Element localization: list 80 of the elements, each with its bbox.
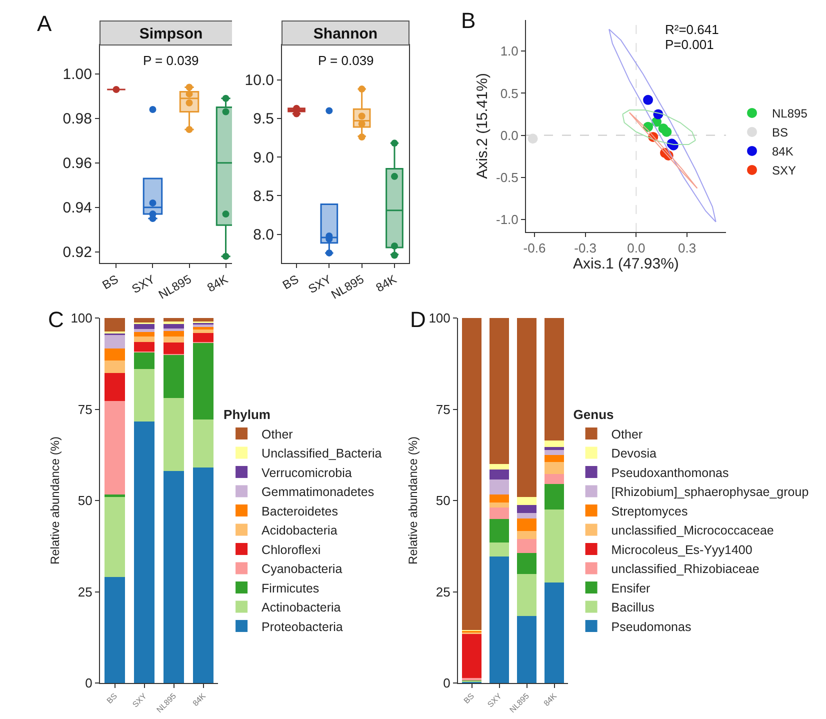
text: D [410,307,426,332]
y-tick-label: 0.0 [500,128,518,143]
legend-label: Streptomyces [611,504,688,518]
y-tick-label: 100 [428,310,450,326]
y-tick-label: 75 [78,402,92,417]
y-tick-label: 0.94 [62,200,92,217]
legend-label: Firmicutes [262,581,320,596]
x-axis-title: Axis.1 (47.93%) [573,256,679,273]
legend-label: Microcoleus_Es-Yyy1400 [611,542,752,557]
x-tick-label: -0.6 [523,240,546,256]
x-tick-label: BS [280,272,302,292]
x-tick-label: 0.0 [627,240,646,256]
y-tick-label: 0 [85,676,92,691]
y-axis-title: Relative abundance (%) [406,436,420,565]
legend-label: NL895 [772,106,808,121]
legend-label: Unclassified_Bacteria [262,446,382,461]
legend-label: Devosia [611,446,657,461]
legend-label: Proteobacteria [262,620,343,634]
y-tick-label: 8.0 [253,226,274,244]
legend-label: Verrucomicrobia [262,466,352,480]
text: C [48,307,64,332]
y-tick-label: 1.0 [500,44,518,59]
legend-label: Bacillus [611,600,654,615]
x-tick-label: 84K [191,691,208,708]
legend-label: Actinobacteria [262,600,341,615]
legend-title: Genus [573,406,614,422]
y-tick-label: 50 [436,493,450,508]
text: A [37,11,52,36]
chart-title: Simpson [139,25,203,42]
y-tick-label: 8.5 [253,188,274,205]
legend-label: Chloroflexi [262,542,321,557]
y-tick-label: -0.5 [496,170,518,185]
legend-label: Other [611,427,643,442]
annotation: R²=0.641 [665,22,719,37]
legend-label: BS [772,126,788,140]
y-tick-label: 10.0 [244,72,274,90]
y-tick-label: 9.0 [253,149,274,166]
y-axis-title: Axis.2 (15.41%) [474,73,492,179]
legend-label: Cyanobacteria [262,562,342,576]
legend-label: unclassified_Rhizobiaceae [611,562,760,576]
chart-title: Shannon [313,25,378,42]
x-tick-label: SXY [129,272,158,296]
legend-label: SXY [772,164,796,178]
x-tick-label: 84K [542,691,559,708]
annotation: P = 0.039 [318,53,374,68]
legend-label: Ensifer [611,581,650,596]
x-tick-label: -0.3 [574,240,597,256]
x-tick-label: 84K [373,272,399,295]
legend-label: Other [262,427,293,442]
y-tick-label: 100 [70,310,92,326]
y-tick-label: 75 [436,402,450,417]
x-tick-label: BS [100,272,121,292]
y-tick-label: -1.0 [496,212,518,227]
legend-label: Bacteroidetes [262,504,338,518]
legend-label: Acidobacteria [262,524,338,538]
legend-label: Pseudomonas [611,620,692,634]
y-tick-label: 0.92 [62,244,92,262]
y-tick-label: 0.98 [62,110,92,128]
x-tick-label: BS [105,691,119,706]
y-tick-label: 0.5 [500,86,518,101]
y-tick-label: 25 [78,584,92,600]
y-axis-title: Relative abundance (%) [48,436,62,565]
legend-label: 84K [772,144,794,159]
legend-label: Gemmatimonadetes [262,485,374,500]
annotation: P = 0.039 [143,53,199,68]
x-tick-label: BS [462,691,476,706]
annotation: P=0.001 [665,37,714,52]
legend-title: Phylum [224,406,271,422]
y-tick-label: 9.5 [253,110,274,128]
y-tick-label: 25 [436,584,450,600]
x-tick-label: 84K [204,272,230,295]
x-tick-label: 0.3 [678,240,696,256]
legend-label: unclassified_Micrococcaceae [611,524,774,538]
y-tick-label: 50 [78,493,92,508]
legend-label: [Rhizobium]_sphaerophysae_group [611,485,809,500]
text: B [461,8,476,33]
legend-label: Pseudoxanthomonas [611,466,729,480]
y-tick-label: 0.96 [62,155,92,172]
y-tick-label: 1.00 [62,66,92,84]
y-tick-label: 0 [443,676,450,691]
